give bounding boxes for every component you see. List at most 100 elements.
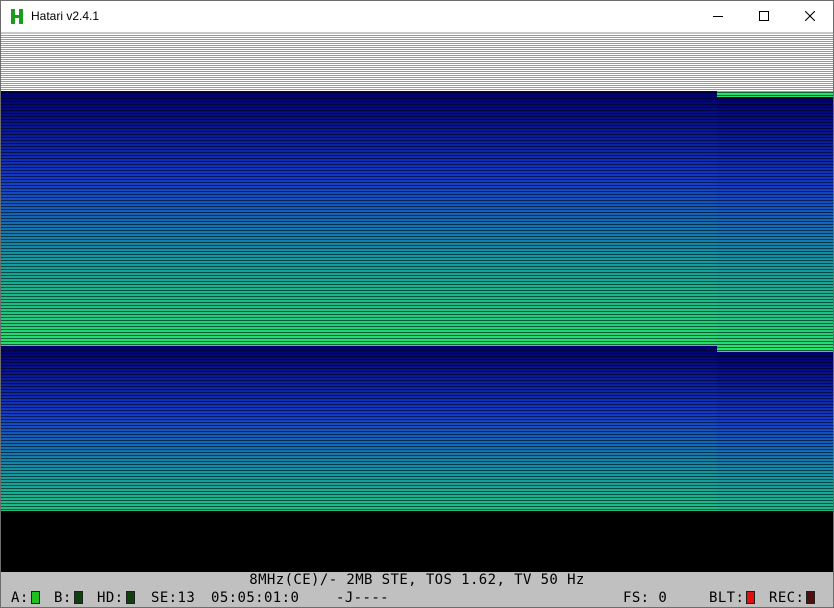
raster-line — [717, 421, 833, 424]
raster-line — [717, 172, 833, 175]
raster-line — [1, 190, 717, 193]
fs-value: 0 — [658, 590, 668, 606]
raster-line — [717, 154, 833, 157]
raster-line — [1, 484, 717, 487]
raster-line — [717, 199, 833, 202]
raster-line — [717, 142, 833, 145]
close-button[interactable] — [787, 1, 833, 31]
raster-line — [717, 334, 833, 337]
raster-line — [1, 439, 717, 442]
emulator-screen[interactable] — [1, 32, 833, 572]
blt-led — [746, 591, 756, 604]
raster-line — [1, 490, 717, 493]
raster-line — [717, 439, 833, 442]
raster-line — [1, 316, 717, 319]
raster-line — [717, 478, 833, 481]
raster-line — [717, 454, 833, 457]
status-indicators: A: B: HD: SE:13 05:05:01:0 -J---- FS: 0 … — [1, 589, 833, 607]
raster-line — [1, 271, 717, 274]
raster-line — [1, 223, 717, 226]
raster-line — [1, 367, 717, 370]
raster-line — [1, 448, 717, 451]
raster-line — [717, 250, 833, 253]
minimize-button[interactable] — [695, 1, 741, 31]
raster-line — [1, 184, 717, 187]
raster-line — [1, 331, 717, 334]
raster-line — [1, 274, 717, 277]
raster-line — [1, 487, 717, 490]
maximize-button[interactable] — [741, 1, 787, 31]
raster-line — [717, 214, 833, 217]
raster-line — [1, 382, 717, 385]
raster-line — [1, 319, 717, 322]
raster-line — [717, 433, 833, 436]
raster-line — [717, 274, 833, 277]
raster-line — [1, 109, 717, 112]
raster-line — [1, 91, 717, 94]
raster-line — [1, 415, 717, 418]
raster-line — [1, 277, 717, 280]
raster-line — [717, 400, 833, 403]
raster-line — [1, 253, 717, 256]
raster-line — [717, 265, 833, 268]
raster-line — [1, 118, 717, 121]
raster-line — [1, 475, 717, 478]
raster-line — [1, 169, 717, 172]
raster-line — [1, 103, 717, 106]
title-bar[interactable]: Hatari v2.4.1 — [1, 1, 833, 32]
raster-line — [717, 145, 833, 148]
raster-line — [1, 130, 717, 133]
raster-line — [717, 466, 833, 469]
raster-line — [717, 112, 833, 115]
raster-line — [1, 457, 717, 460]
raster-line — [1, 211, 717, 214]
raster-line — [717, 187, 833, 190]
raster-line — [1, 373, 717, 376]
raster-line — [717, 124, 833, 127]
raster-line — [717, 346, 833, 349]
raster-line — [1, 436, 717, 439]
raster-line — [1, 466, 717, 469]
raster-line — [717, 217, 833, 220]
raster-line — [1, 160, 717, 163]
raster-line — [1, 256, 717, 259]
raster-line — [717, 301, 833, 304]
raster-line — [1, 403, 717, 406]
raster-line — [1, 187, 717, 190]
raster-line — [717, 352, 833, 355]
raster-line — [1, 175, 717, 178]
raster-line — [717, 193, 833, 196]
raster-line — [1, 280, 717, 283]
raster-line — [1, 139, 717, 142]
raster-line — [1, 421, 717, 424]
raster-line — [1, 157, 717, 160]
raster-line — [717, 364, 833, 367]
raster-line — [717, 184, 833, 187]
raster-line — [717, 151, 833, 154]
raster-line — [1, 268, 717, 271]
raster-line — [1, 304, 717, 307]
raster-line — [717, 370, 833, 373]
raster-line — [1, 385, 717, 388]
raster-line — [1, 151, 717, 154]
raster-line — [717, 295, 833, 298]
raster-line — [1, 427, 717, 430]
raster-line — [717, 451, 833, 454]
raster-line — [717, 391, 833, 394]
raster-line — [1, 205, 717, 208]
raster-line — [1, 463, 717, 466]
raster-line — [1, 322, 717, 325]
raster-line — [717, 481, 833, 484]
raster-line — [717, 304, 833, 307]
raster-line — [717, 289, 833, 292]
raster-line — [1, 355, 717, 358]
raster-line — [717, 493, 833, 496]
raster-line — [1, 196, 717, 199]
rec-indicator: REC: — [769, 589, 816, 607]
raster-line — [1, 145, 717, 148]
raster-line — [717, 490, 833, 493]
raster-line — [717, 361, 833, 364]
raster-line — [1, 370, 717, 373]
raster-line — [717, 409, 833, 412]
